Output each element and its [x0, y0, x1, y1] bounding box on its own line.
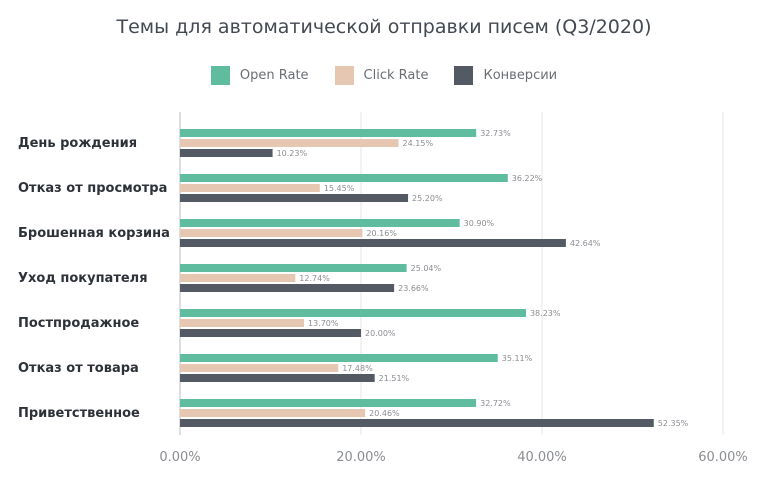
category-label: Брошенная корзина — [18, 226, 170, 241]
legend-label-open-rate: Open Rate — [239, 68, 309, 83]
x-tick-label: 0.00% — [159, 450, 200, 465]
bar — [180, 264, 407, 272]
legend-label-click-rate: Click Rate — [363, 68, 429, 83]
bar — [180, 364, 339, 372]
data-label: 17.48% — [342, 364, 373, 373]
data-label: 20.00% — [365, 329, 396, 338]
data-label: 20.16% — [366, 229, 397, 238]
legend-swatch-click-rate — [334, 66, 354, 85]
bar — [180, 139, 399, 147]
data-label: 20.46% — [369, 409, 400, 418]
bar — [180, 409, 366, 417]
data-label: 21.51% — [379, 374, 410, 383]
category-label: Приветственное — [18, 406, 140, 421]
bar — [180, 354, 498, 362]
bar — [180, 274, 296, 282]
data-label: 13.70% — [308, 319, 339, 328]
bar — [180, 284, 395, 292]
x-tick-label: 20.00% — [336, 450, 386, 465]
data-label: 15.45% — [324, 184, 355, 193]
x-tick-label: 60.00% — [698, 450, 748, 465]
legend-item-open-rate: Open Rate — [210, 66, 309, 85]
data-label: 10.23% — [277, 149, 308, 158]
data-label: 52.35% — [658, 419, 689, 428]
legend-swatch-open-rate — [210, 66, 230, 85]
category-label: День рождения — [18, 136, 137, 151]
bar — [180, 149, 273, 157]
legend-label-conversions: Конверсии — [483, 68, 558, 83]
legend: Open Rate Click Rate Конверсии — [0, 66, 768, 85]
bar — [180, 329, 361, 337]
legend-item-conversions: Конверсии — [454, 66, 557, 85]
category-label: Постпродажное — [18, 316, 139, 331]
legend-swatch-conversions — [454, 66, 474, 85]
bar — [180, 194, 409, 202]
bar — [180, 419, 654, 427]
bar — [180, 174, 508, 182]
bar — [180, 309, 526, 317]
data-label: 24.15% — [403, 139, 434, 148]
data-label: 42.64% — [570, 239, 601, 248]
data-label: 38.23% — [530, 309, 561, 318]
data-label: 35.11% — [502, 354, 533, 363]
category-label: Уход покупателя — [18, 271, 148, 286]
x-tick-label: 40.00% — [517, 450, 567, 465]
bar — [180, 239, 566, 247]
data-label: 32.72% — [480, 399, 511, 408]
chart-title: Темы для автоматической отправки писем (… — [116, 16, 652, 38]
category-label: Отказ от просмотра — [18, 181, 167, 196]
bar — [180, 129, 477, 137]
bar — [180, 374, 375, 382]
bar — [180, 399, 477, 407]
data-label: 25.04% — [411, 264, 442, 273]
data-label: 30.90% — [464, 219, 495, 228]
bar — [180, 319, 304, 327]
bar — [180, 229, 363, 237]
data-label: 36.22% — [512, 174, 543, 183]
data-label: 32.73% — [480, 129, 511, 138]
bar — [180, 184, 320, 192]
data-label: 12.74% — [299, 274, 330, 283]
bar — [180, 219, 460, 227]
category-label: Отказ от товара — [18, 361, 139, 376]
legend-item-click-rate: Click Rate — [334, 66, 429, 85]
data-label: 25.20% — [412, 194, 443, 203]
data-label: 23.66% — [398, 284, 429, 293]
